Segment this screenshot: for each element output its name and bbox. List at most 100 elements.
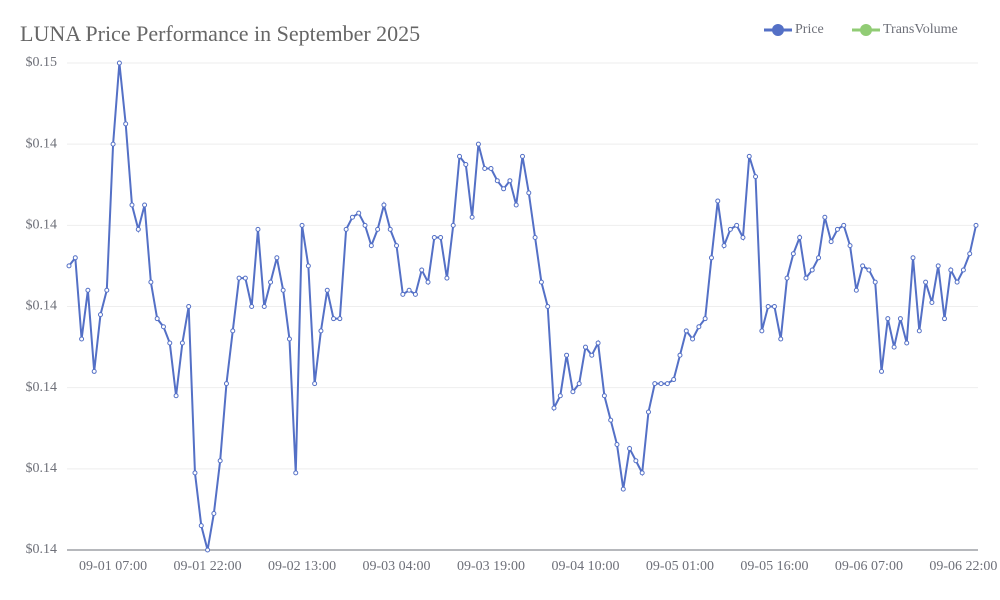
- data-point: [853, 287, 859, 293]
- data-point: [759, 328, 765, 334]
- data-point: [708, 255, 714, 261]
- data-point: [790, 251, 796, 257]
- data-point: [633, 458, 639, 464]
- data-point: [274, 255, 280, 261]
- data-point: [822, 214, 828, 220]
- data-point: [463, 161, 469, 167]
- x-tick-label: 09-03 19:00: [457, 559, 525, 574]
- data-point: [217, 458, 223, 464]
- data-point: [91, 368, 97, 374]
- data-point: [834, 226, 840, 232]
- data-point: [721, 243, 727, 249]
- data-point: [412, 291, 418, 297]
- data-point: [261, 304, 267, 309]
- data-point: [645, 409, 651, 415]
- data-point: [198, 523, 204, 529]
- data-point: [935, 263, 941, 269]
- data-point: [916, 328, 922, 334]
- legend-label: TransVolume: [883, 22, 958, 37]
- data-point: [860, 263, 866, 269]
- x-tick-label: 09-03 04:00: [362, 559, 430, 574]
- data-point: [324, 287, 330, 293]
- data-point: [457, 153, 463, 159]
- data-point: [715, 198, 721, 204]
- x-tick-label: 09-05 01:00: [646, 559, 714, 574]
- y-tick-label: $0.14: [26, 461, 58, 476]
- data-point: [362, 222, 368, 228]
- data-point: [929, 299, 935, 305]
- data-point: [438, 235, 444, 241]
- data-point: [444, 275, 450, 281]
- data-point: [866, 267, 872, 273]
- data-point: [337, 316, 343, 322]
- data-point: [545, 304, 551, 309]
- data-point: [192, 470, 198, 476]
- data-point: [142, 202, 148, 208]
- data-point: [129, 202, 135, 208]
- data-point: [765, 304, 771, 309]
- data-point: [702, 316, 708, 322]
- data-point: [356, 210, 362, 216]
- data-point: [520, 153, 525, 159]
- data-point: [677, 352, 683, 358]
- data-point: [507, 178, 513, 184]
- data-point: [110, 141, 116, 147]
- data-point: [205, 547, 211, 553]
- data-point: [627, 446, 633, 452]
- data-point: [904, 340, 910, 346]
- data-point: [671, 377, 677, 383]
- data-point: [809, 267, 815, 273]
- data-point: [847, 243, 853, 249]
- data-point: [683, 328, 689, 334]
- data-point: [967, 251, 973, 257]
- data-point: [268, 279, 274, 285]
- data-point: [160, 324, 166, 330]
- data-point: [564, 352, 570, 358]
- x-tick-label: 09-02 13:00: [268, 559, 336, 574]
- data-point: [734, 222, 740, 228]
- data-point: [223, 381, 229, 387]
- data-point: [475, 141, 481, 147]
- data-point: [501, 186, 507, 192]
- data-point: [167, 340, 173, 346]
- data-point: [797, 235, 803, 241]
- data-point: [620, 486, 626, 492]
- data-point: [879, 368, 885, 374]
- data-point: [570, 389, 576, 395]
- data-point: [280, 287, 286, 293]
- x-tick-label: 09-01 07:00: [79, 559, 147, 574]
- data-point: [753, 174, 759, 180]
- data-point: [494, 178, 500, 184]
- data-point: [696, 324, 702, 330]
- data-point: [652, 381, 658, 387]
- legend-label: Price: [795, 22, 824, 37]
- y-tick-label: $0.14: [26, 218, 58, 233]
- data-point: [179, 340, 185, 346]
- data-point: [608, 417, 614, 423]
- data-point: [771, 304, 777, 309]
- data-point: [923, 279, 929, 285]
- data-point: [601, 393, 607, 399]
- data-point: [658, 381, 664, 387]
- data-point: [419, 267, 425, 273]
- y-tick-label: $0.15: [26, 55, 58, 70]
- data-point: [910, 255, 916, 261]
- data-point: [230, 328, 236, 334]
- data-point: [526, 190, 532, 196]
- data-point: [746, 153, 752, 159]
- data-point: [97, 312, 103, 318]
- data-point: [123, 121, 129, 127]
- data-point: [85, 287, 91, 293]
- data-point: [406, 287, 412, 293]
- x-tick-label: 09-01 22:00: [174, 559, 242, 574]
- data-point: [532, 235, 538, 241]
- data-point: [249, 304, 255, 309]
- data-point: [582, 344, 588, 350]
- data-point: [148, 279, 154, 285]
- data-point: [394, 243, 400, 249]
- data-point: [664, 381, 670, 387]
- data-point: [948, 267, 954, 273]
- data-point: [381, 202, 387, 208]
- data-point: [469, 214, 475, 220]
- x-tick-label: 09-06 22:00: [929, 559, 997, 574]
